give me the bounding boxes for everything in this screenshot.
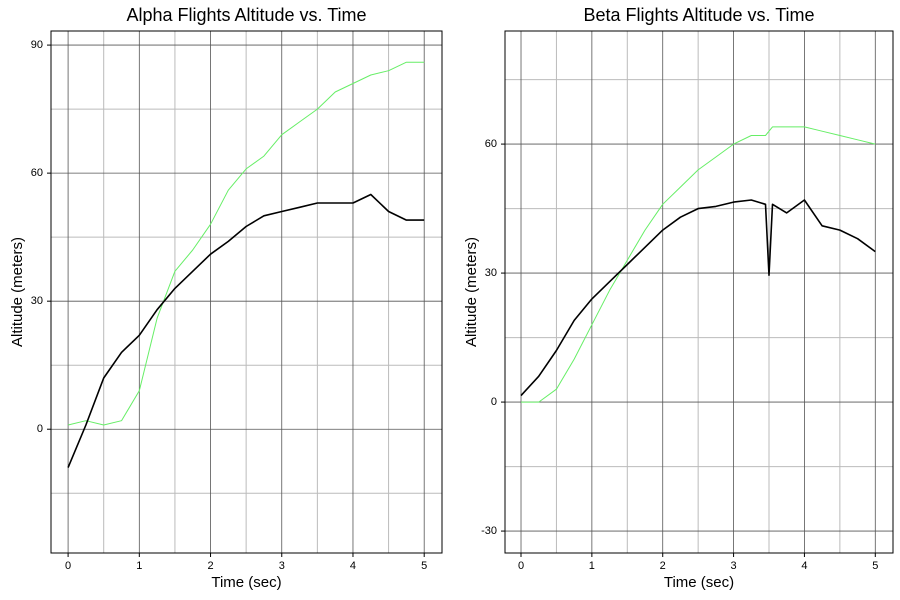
y-axis-label: Altitude (meters): [463, 237, 480, 347]
plot-frame: [504, 30, 894, 554]
data-line: [521, 126, 876, 403]
data-line: [520, 199, 876, 397]
x-tick-label: 5: [872, 560, 878, 572]
x-tick-label: 4: [350, 560, 356, 572]
x-axis-label: Time (sec): [211, 574, 281, 591]
data-line: [67, 61, 425, 426]
x-tick-label: 1: [136, 560, 142, 572]
x-tick-label: 2: [660, 560, 666, 572]
y-tick-label: 0: [37, 423, 43, 435]
chart-title: Beta Flights Altitude vs. Time: [583, 5, 814, 25]
chart-title: Alpha Flights Altitude vs. Time: [126, 5, 366, 25]
plot-background: [505, 31, 893, 553]
y-tick-label: 60: [485, 138, 497, 150]
y-tick-label: 30: [485, 267, 497, 279]
y-tick-label: 30: [31, 295, 43, 307]
y-tick-label: 60: [31, 167, 43, 179]
x-tick-label: 3: [279, 560, 285, 572]
x-tick-label: 2: [207, 560, 213, 572]
x-tick-label: 3: [731, 560, 737, 572]
x-axis-label: Time (sec): [664, 574, 734, 591]
y-tick-label: 0: [491, 396, 497, 408]
x-tick-label: 1: [589, 560, 595, 572]
y-tick-label: -30: [481, 525, 497, 537]
x-tick-label: 4: [801, 560, 807, 572]
data-line: [67, 193, 425, 468]
x-tick-label: 0: [518, 560, 524, 572]
y-tick-label: 90: [31, 39, 43, 51]
x-tick-label: 5: [421, 560, 427, 572]
x-tick-label: 0: [65, 560, 71, 572]
plot: 0 1 2 3 4 5 -30 0 30 60 Beta Flights Altitude vs. …: [463, 5, 894, 591]
plot: 0 1 2 3 4 5 0 30 60 90 Alpha Flights Altitude vs. …: [9, 5, 443, 591]
y-axis-label: Altitude (meters): [9, 237, 26, 347]
plot-frame: [50, 30, 443, 554]
